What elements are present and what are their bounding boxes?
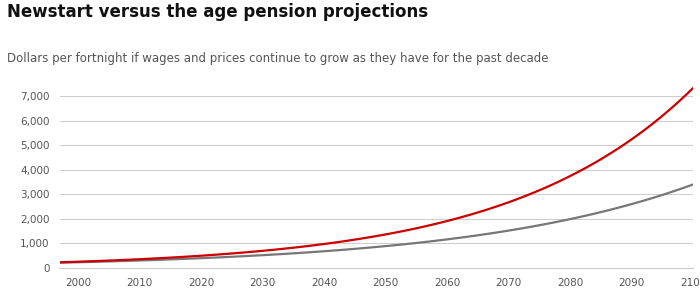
Text: Newstart versus the age pension projections: Newstart versus the age pension projecti… [7,3,428,21]
Text: Dollars per fortnight if wages and prices continue to grow as they have for the : Dollars per fortnight if wages and price… [7,52,549,65]
